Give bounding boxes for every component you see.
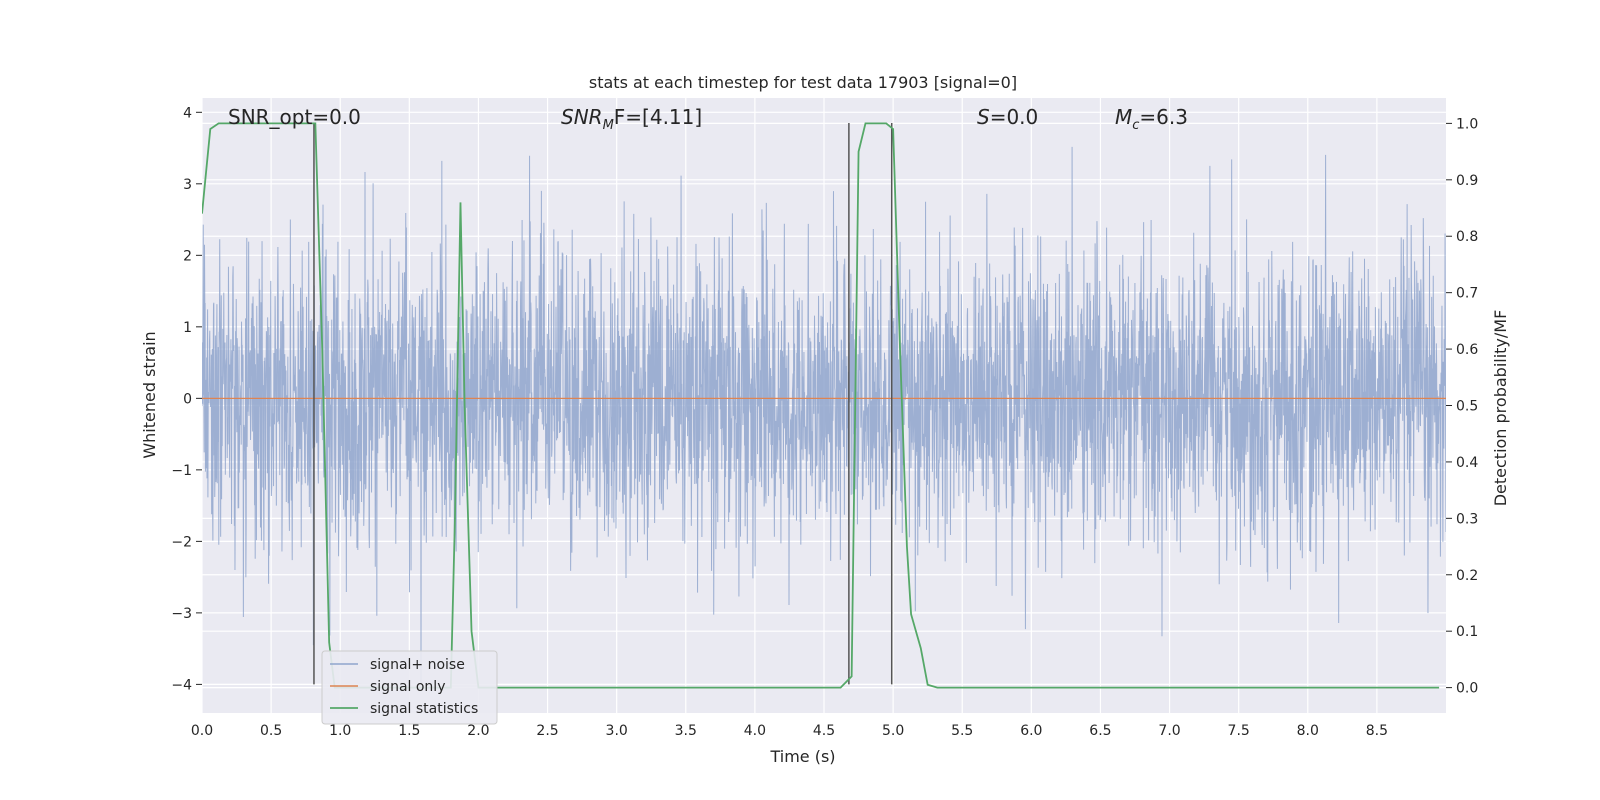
right-tick-label: 0.9 bbox=[1456, 173, 1478, 189]
annotation-s-value: =0.0 bbox=[990, 105, 1039, 129]
x-tick-label: 3.5 bbox=[675, 723, 697, 739]
x-tick-label: 8.5 bbox=[1366, 723, 1388, 739]
annotation-snr-mf-subscript: M bbox=[603, 118, 614, 133]
annotation-mc-value: =6.3 bbox=[1139, 105, 1188, 129]
annotation-mc-symbol: M bbox=[1115, 105, 1132, 129]
x-tick-label: 2.5 bbox=[536, 723, 558, 739]
right-axis-label: Detection probability/MF bbox=[1491, 310, 1510, 507]
series-signal-plus-noise bbox=[202, 146, 1446, 685]
x-tick-label: 0.0 bbox=[191, 723, 213, 739]
right-tick-label: 0.7 bbox=[1456, 286, 1478, 302]
y-tick-label: −2 bbox=[171, 534, 192, 550]
right-tick-label: 0.6 bbox=[1456, 342, 1478, 358]
x-tick-label: 1.0 bbox=[329, 723, 351, 739]
x-tick-label: 0.5 bbox=[260, 723, 282, 739]
y-tick-label: 0 bbox=[183, 391, 192, 407]
y-axis-ticks: 4 3 2 1 0 −1 −2 −3 −4 bbox=[171, 105, 202, 693]
x-tick-label: 8.0 bbox=[1297, 723, 1319, 739]
right-tick-label: 0.1 bbox=[1456, 624, 1478, 640]
x-tick-label: 7.0 bbox=[1158, 723, 1180, 739]
annotation-snr-mf-value: F=[4.11] bbox=[614, 105, 702, 129]
x-tick-label: 7.5 bbox=[1228, 723, 1250, 739]
marker-lines bbox=[313, 123, 893, 685]
y-tick-label: 4 bbox=[183, 105, 192, 121]
annotation-mc-subscript: c bbox=[1132, 118, 1139, 133]
legend-box bbox=[321, 650, 498, 725]
y-tick-label: −1 bbox=[171, 463, 192, 479]
y-tick-label: −4 bbox=[171, 677, 192, 693]
annotation-snr-mf: SNRMF=[4.11] bbox=[561, 105, 702, 133]
x-tick-label: 2.0 bbox=[467, 723, 489, 739]
x-tick-label: 4.0 bbox=[744, 723, 766, 739]
x-tick-label: 5.0 bbox=[882, 723, 904, 739]
right-tick-label: 0.0 bbox=[1456, 681, 1478, 697]
annotation-snr-opt: SNR_opt=0.0 bbox=[228, 105, 361, 129]
right-tick-label: 0.3 bbox=[1456, 511, 1478, 527]
x-axis-ticks: 0.0 0.5 1.0 1.5 2.0 2.5 3.0 3.5 4.0 4.5 5.0 5.5 6.0 6… bbox=[191, 723, 1388, 739]
legend: signal+ noise signal only signal statist… bbox=[321, 650, 498, 725]
x-axis-label: Time (s) bbox=[769, 747, 835, 766]
x-tick-label: 6.5 bbox=[1089, 723, 1111, 739]
right-tick-label: 0.4 bbox=[1456, 455, 1478, 471]
legend-label-signal-plus-noise: signal+ noise bbox=[370, 657, 465, 673]
y-axis-label: Whitened strain bbox=[140, 331, 159, 458]
x-tick-label: 5.5 bbox=[951, 723, 973, 739]
annotation-s-symbol: S bbox=[977, 105, 990, 129]
x-tick-label: 1.5 bbox=[398, 723, 420, 739]
legend-label-signal-only: signal only bbox=[370, 679, 445, 695]
legend-label-signal-statistics: signal statistics bbox=[370, 701, 478, 717]
x-tick-label: 4.5 bbox=[813, 723, 835, 739]
x-tick-label: 6.0 bbox=[1020, 723, 1042, 739]
right-axis-ticks: 1.0 0.9 0.8 0.7 0.6 0.5 0.4 0.3 0.2 0.1 0.0 bbox=[1446, 116, 1478, 697]
right-tick-label: 1.0 bbox=[1456, 116, 1478, 132]
right-tick-label: 0.8 bbox=[1456, 229, 1478, 245]
y-tick-label: 2 bbox=[183, 248, 192, 264]
chart-title: stats at each timestep for test data 179… bbox=[589, 73, 1017, 92]
y-tick-label: 1 bbox=[183, 320, 192, 336]
x-tick-label: 3.0 bbox=[606, 723, 628, 739]
y-tick-label: 3 bbox=[183, 177, 192, 193]
annotation-s: S=0.0 bbox=[977, 105, 1038, 129]
annotation-mc: Mc=6.3 bbox=[1115, 105, 1188, 133]
right-tick-label: 0.5 bbox=[1456, 399, 1478, 415]
right-tick-label: 0.2 bbox=[1456, 568, 1478, 584]
annotation-snr-mf-symbol: SNR bbox=[561, 105, 603, 129]
y-tick-label: −3 bbox=[171, 606, 192, 622]
